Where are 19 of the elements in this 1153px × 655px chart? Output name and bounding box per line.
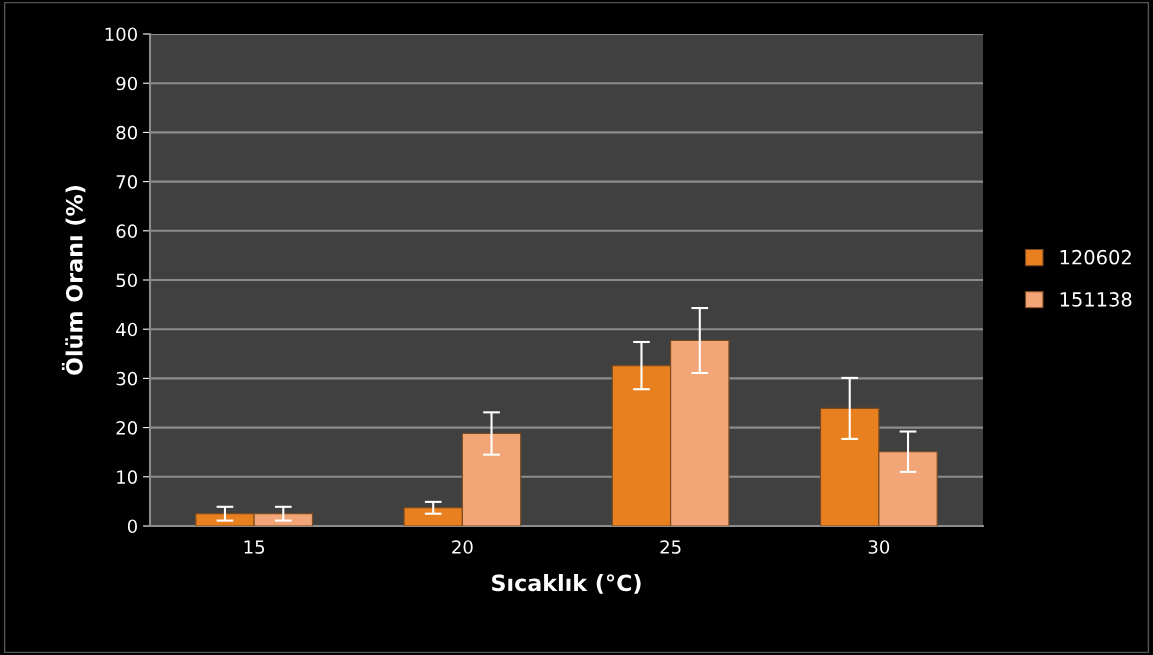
x-tick-label: 20: [452, 540, 473, 554]
y-tick-label: 50: [116, 273, 137, 288]
y-tick-label: 80: [116, 125, 137, 140]
x-axis-title: Sıcaklık (°C): [492, 574, 641, 594]
y-tick-label: 60: [116, 224, 137, 238]
y-tick-label: 40: [116, 322, 137, 337]
y-axis-title: Ölüm Oranı (%): [61, 186, 86, 375]
y-tick-label: 90: [116, 76, 137, 91]
y-tick-label: 20: [116, 421, 137, 435]
y-tick-label: 10: [117, 470, 137, 484]
y-tick-label: 0: [127, 519, 137, 534]
x-tick-label: 30: [868, 540, 890, 554]
y-tick-label: 100: [105, 27, 137, 42]
x-tick-label: 15: [244, 540, 265, 554]
legend-label: 120602: [1060, 249, 1131, 265]
legend-label: 151138: [1060, 292, 1132, 307]
y-tick-label: 70: [116, 175, 137, 189]
x-tick-label: 25: [660, 540, 681, 554]
y-tick-label: 30: [116, 371, 137, 386]
